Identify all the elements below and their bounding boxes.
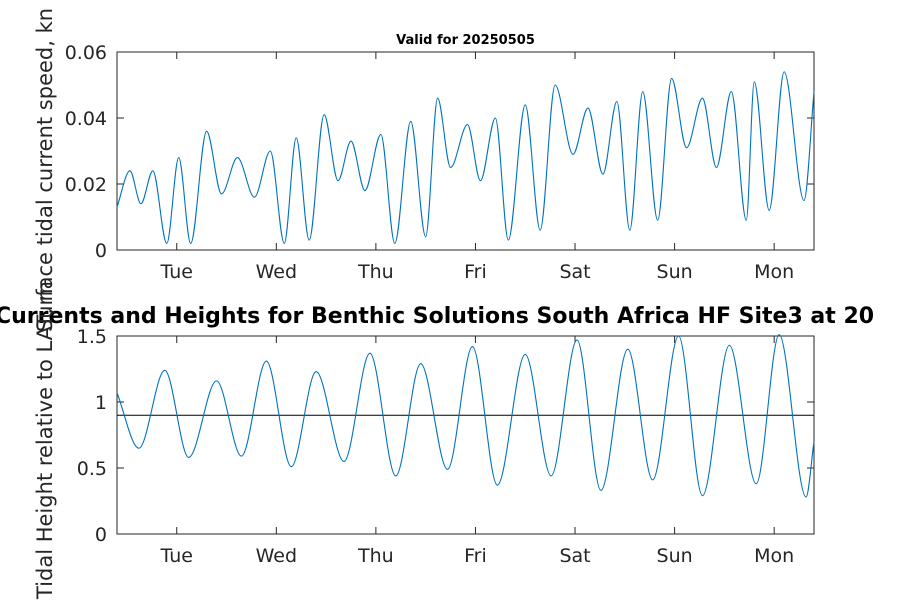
y-tick-label-height: 0.5 xyxy=(77,458,107,480)
y-tick-label-height: 0 xyxy=(95,524,107,546)
panel-current-speed: Tue Wed Thu Fri Sat Sun Mon 0 0.02 0.04 0.06 Valid… xyxy=(65,33,815,283)
panel-tidal-height: Tue Wed Thu Fri Sat Sun Mon 0 0.5 1 1.5 xyxy=(77,326,815,567)
tidal-height-marks: Tue Wed Thu Fri Sat Sun Mon 0 0.5 1 1.5 xyxy=(77,326,814,567)
y-tick-label-height: 1.5 xyxy=(77,326,107,348)
x-tick-label-current: Wed xyxy=(256,261,297,283)
x-tick-label-height: Thu xyxy=(357,545,394,567)
x-tick-label-height: Tue xyxy=(160,545,193,567)
x-tick-label-height: Wed xyxy=(256,545,297,567)
x-tick-label-current: Thu xyxy=(357,261,394,283)
x-tick-label-height: Mon xyxy=(754,545,794,567)
y-tick-label-current: 0.02 xyxy=(65,174,107,196)
x-tick-label-current: Sat xyxy=(559,261,590,283)
x-tick-label-current: Tue xyxy=(160,261,193,283)
current-speed-series-line xyxy=(116,71,815,244)
axes-box-current xyxy=(116,51,815,251)
y-axis-label-current: Surface tidal current speed, kn xyxy=(33,8,57,332)
x-tick-label-height: Sun xyxy=(657,545,693,567)
x-tick-label-current: Fri xyxy=(464,261,487,283)
y-tick-label-current: 0 xyxy=(95,240,107,262)
axes-box-height xyxy=(116,335,815,535)
y-tick-label-current: 0.06 xyxy=(65,42,107,64)
x-tick-label-height: Fri xyxy=(464,545,487,567)
tidal-height-series-line xyxy=(116,334,815,498)
current-speed-marks: Tue Wed Thu Fri Sat Sun Mon 0 0.02 0.04 0.06 xyxy=(65,42,814,283)
x-tick-label-current: Mon xyxy=(754,261,794,283)
panel-title-current: Valid for 20250505 xyxy=(396,33,535,48)
x-tick-label-height: Sat xyxy=(559,545,590,567)
x-tick-label-current: Sun xyxy=(657,261,693,283)
y-axis-label-height: Tidal Height relative to LAT, m xyxy=(33,281,57,600)
y-tick-label-height: 1 xyxy=(95,392,107,414)
y-tick-label-current: 0.04 xyxy=(65,108,107,130)
figure-title: Currents and Heights for Benthic Solutio… xyxy=(0,304,874,329)
